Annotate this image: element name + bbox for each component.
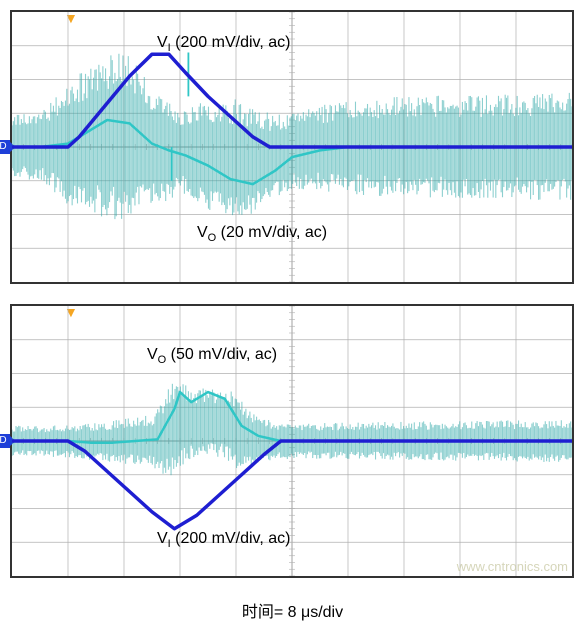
channel-marker-d: D [0, 140, 10, 154]
time-axis-label: 时间= 8 μs/div [10, 598, 575, 622]
scope-panel-top: ▼ D VI (200 mV/div, ac) VO (20 mV/div, a… [10, 10, 574, 284]
waveform-svg-bottom [12, 306, 572, 576]
channel-marker-d: D [0, 434, 10, 448]
label-vi-top: VI (200 mV/div, ac) [157, 34, 290, 54]
label-vi-bottom: VI (200 mV/div, ac) [157, 530, 290, 550]
watermark-text: www.cntronics.com [457, 559, 568, 574]
label-vo-top: VO (20 mV/div, ac) [197, 224, 327, 244]
scope-panel-bottom: ▼ D VO (50 mV/div, ac) VI (200 mV/div, a… [10, 304, 574, 578]
label-vo-bottom: VO (50 mV/div, ac) [147, 346, 277, 366]
